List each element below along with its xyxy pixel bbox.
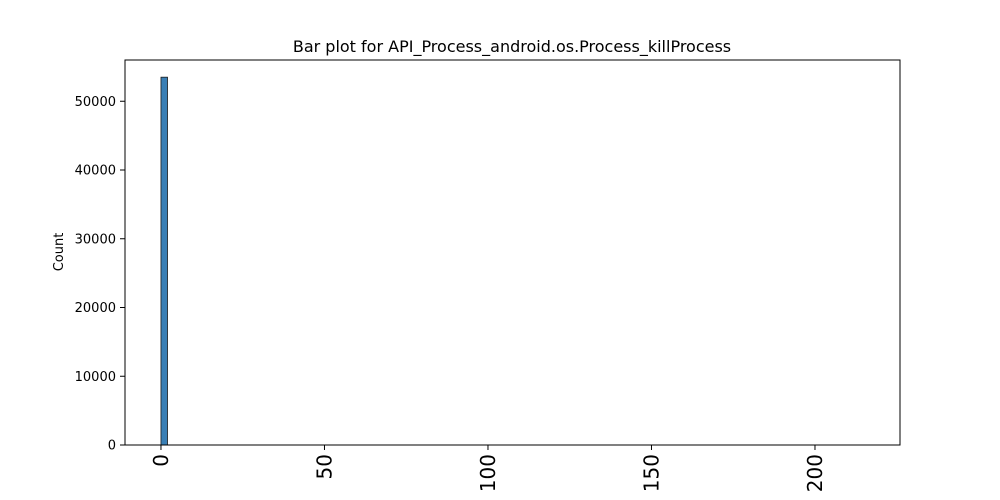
y-axis-label: Count bbox=[52, 233, 67, 272]
x-tick-label-150: 150 bbox=[639, 454, 663, 492]
y-tick-label-20000: 20000 bbox=[75, 301, 116, 316]
x-tick-label-100: 100 bbox=[476, 454, 500, 492]
y-tick-label-10000: 10000 bbox=[75, 370, 116, 385]
y-tick-label-40000: 40000 bbox=[75, 164, 116, 179]
y-tick-label-30000: 30000 bbox=[75, 232, 116, 247]
x-tick-label-0: 0 bbox=[149, 454, 173, 467]
y-tick-label-50000: 50000 bbox=[75, 95, 116, 110]
bars-layer bbox=[160, 76, 168, 446]
chart-title: Bar plot for API_Process_android.os.Proc… bbox=[293, 37, 731, 57]
x-tick-label-50: 50 bbox=[312, 454, 336, 479]
x-tick-label-200: 200 bbox=[803, 454, 827, 492]
plot-area-frame bbox=[124, 59, 901, 446]
x-ticks-layer: 0 50 100 150 200 bbox=[149, 445, 827, 492]
y-tick-label-0: 0 bbox=[108, 439, 116, 454]
y-ticks-layer: 0 10000 20000 30000 40000 50000 bbox=[75, 95, 125, 454]
bar-0 bbox=[160, 76, 168, 446]
